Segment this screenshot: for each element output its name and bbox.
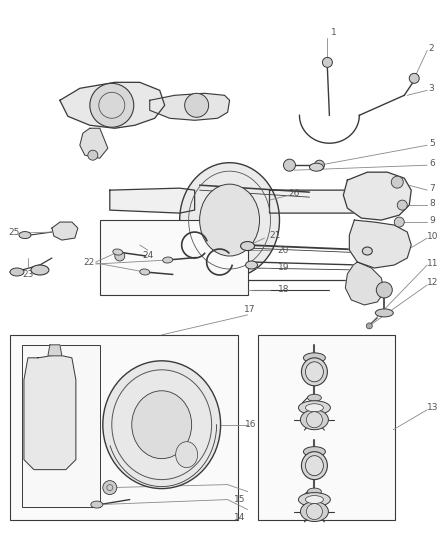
Circle shape xyxy=(322,58,332,67)
Ellipse shape xyxy=(19,231,31,239)
Polygon shape xyxy=(269,190,374,213)
Circle shape xyxy=(314,160,325,170)
Text: V: V xyxy=(47,428,57,441)
Ellipse shape xyxy=(10,268,24,276)
Text: 21: 21 xyxy=(269,231,281,239)
Ellipse shape xyxy=(300,502,328,521)
Ellipse shape xyxy=(132,391,192,458)
Polygon shape xyxy=(24,355,76,470)
Circle shape xyxy=(88,150,98,160)
Text: 13: 13 xyxy=(427,403,438,412)
Ellipse shape xyxy=(309,163,323,171)
Text: 11: 11 xyxy=(427,259,438,268)
Text: 2: 2 xyxy=(428,44,434,53)
Text: 19: 19 xyxy=(278,263,289,272)
Ellipse shape xyxy=(180,163,279,278)
Circle shape xyxy=(366,323,372,329)
Circle shape xyxy=(394,217,404,227)
Ellipse shape xyxy=(176,442,198,467)
Ellipse shape xyxy=(113,249,123,255)
Ellipse shape xyxy=(301,451,327,480)
Ellipse shape xyxy=(307,488,321,495)
Text: R: R xyxy=(47,388,57,401)
Text: 5: 5 xyxy=(429,139,435,148)
Text: 6: 6 xyxy=(429,159,435,168)
Text: 1: 1 xyxy=(331,28,336,37)
Circle shape xyxy=(391,176,403,188)
Text: 16: 16 xyxy=(244,420,256,429)
Polygon shape xyxy=(60,82,165,128)
Polygon shape xyxy=(52,222,78,240)
Ellipse shape xyxy=(305,403,323,411)
Circle shape xyxy=(307,504,322,520)
Text: 14: 14 xyxy=(234,513,245,522)
Bar xyxy=(258,335,395,520)
Ellipse shape xyxy=(200,184,260,256)
Polygon shape xyxy=(343,172,411,220)
Text: 26: 26 xyxy=(289,189,300,198)
Ellipse shape xyxy=(162,257,173,263)
Ellipse shape xyxy=(305,496,323,504)
Text: 8: 8 xyxy=(429,199,435,208)
Text: 15: 15 xyxy=(234,495,245,504)
Ellipse shape xyxy=(301,358,327,386)
Ellipse shape xyxy=(140,269,150,275)
Text: 20: 20 xyxy=(278,246,289,255)
Text: 22: 22 xyxy=(84,257,95,266)
Text: 12: 12 xyxy=(427,278,438,287)
Ellipse shape xyxy=(91,501,103,508)
Ellipse shape xyxy=(307,394,321,401)
Ellipse shape xyxy=(300,410,328,430)
Circle shape xyxy=(397,200,407,210)
Polygon shape xyxy=(110,188,194,213)
Ellipse shape xyxy=(240,241,254,251)
Text: 23: 23 xyxy=(22,270,34,279)
Ellipse shape xyxy=(375,309,393,317)
Text: 18: 18 xyxy=(278,286,289,294)
Ellipse shape xyxy=(246,261,258,269)
Polygon shape xyxy=(346,262,384,305)
Polygon shape xyxy=(80,128,108,158)
Bar xyxy=(100,220,247,295)
Text: 25: 25 xyxy=(9,228,20,237)
Text: T: T xyxy=(48,408,56,421)
Ellipse shape xyxy=(304,447,325,457)
Text: 9: 9 xyxy=(429,215,435,224)
Ellipse shape xyxy=(304,353,325,363)
Circle shape xyxy=(103,481,117,495)
Circle shape xyxy=(90,83,134,127)
Ellipse shape xyxy=(298,401,330,415)
Text: 7: 7 xyxy=(429,184,435,192)
Bar xyxy=(22,345,100,506)
Circle shape xyxy=(409,74,419,83)
Polygon shape xyxy=(150,93,230,120)
Ellipse shape xyxy=(103,361,221,489)
Bar xyxy=(10,335,237,520)
Circle shape xyxy=(283,159,296,171)
Circle shape xyxy=(376,282,392,298)
Ellipse shape xyxy=(362,247,372,255)
Ellipse shape xyxy=(31,265,49,275)
Circle shape xyxy=(115,251,125,261)
Circle shape xyxy=(307,411,322,427)
Ellipse shape xyxy=(305,456,323,475)
Text: 17: 17 xyxy=(244,305,255,314)
Polygon shape xyxy=(48,345,62,356)
Text: 10: 10 xyxy=(427,231,438,240)
Text: 3: 3 xyxy=(428,84,434,93)
Ellipse shape xyxy=(305,362,323,382)
Text: 24: 24 xyxy=(142,251,153,260)
Ellipse shape xyxy=(298,492,330,506)
Polygon shape xyxy=(350,220,411,268)
Circle shape xyxy=(185,93,208,117)
